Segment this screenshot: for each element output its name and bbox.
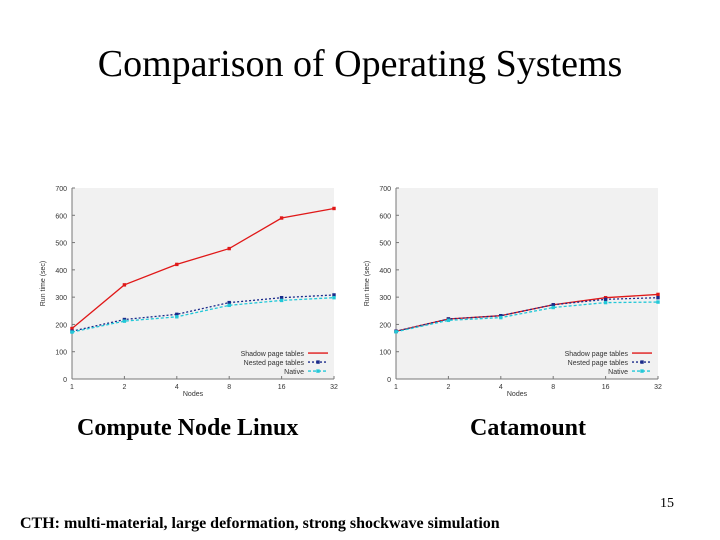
data-point [122, 283, 127, 287]
y-tick-label: 100 [55, 350, 67, 357]
legend-label: Native [608, 369, 628, 376]
data-point [332, 293, 336, 297]
y-tick-label: 500 [55, 241, 67, 248]
legend-marker [640, 360, 644, 364]
x-tick-label: 8 [227, 384, 231, 391]
data-point [656, 295, 660, 300]
data-point [603, 300, 608, 305]
y-tick-label: 300 [379, 295, 391, 302]
x-tick-label: 4 [175, 384, 179, 391]
x-tick-label: 16 [278, 384, 286, 391]
y-tick-label: 400 [379, 268, 391, 275]
series-line [395, 297, 659, 332]
y-tick-label: 700 [55, 186, 67, 193]
y-tick-label: 600 [379, 213, 391, 220]
data-point [175, 315, 179, 319]
legend-label: Nested page tables [244, 360, 305, 367]
series-line [71, 297, 335, 333]
data-point [603, 297, 608, 302]
x-axis-label: Nodes [507, 391, 528, 396]
data-point [70, 326, 74, 331]
data-point [499, 313, 503, 318]
data-point [70, 330, 74, 334]
data-point [227, 303, 231, 308]
x-tick-label: 32 [654, 384, 662, 391]
x-tick-label: 32 [330, 384, 338, 391]
data-point [227, 300, 231, 305]
slide-footer: CTH: multi-material, large deformation, … [20, 515, 500, 532]
data-point [551, 303, 555, 307]
y-tick-label: 600 [55, 213, 67, 220]
x-tick-label: 2 [122, 384, 126, 391]
legend-label: Nested page tables [568, 360, 629, 367]
y-axis-label: Run time (sec) [40, 261, 47, 307]
data-point [332, 206, 336, 211]
y-tick-label: 400 [55, 268, 67, 275]
data-point [175, 312, 179, 317]
y-axis-label: Run time (sec) [364, 261, 371, 307]
data-point [122, 319, 127, 323]
data-point [279, 216, 284, 220]
data-point [394, 330, 398, 334]
data-point [227, 246, 231, 251]
y-tick-label: 0 [387, 377, 391, 384]
y-tick-label: 0 [63, 377, 67, 384]
legend-label: Shadow page tables [565, 351, 629, 358]
legend-label: Shadow page tables [241, 351, 305, 358]
series-line [71, 207, 335, 330]
data-point [551, 305, 555, 310]
data-point [175, 262, 179, 267]
x-tick-label: 16 [602, 384, 610, 391]
series-line [71, 294, 335, 332]
chart-compute-node-linux: 0 100 200 300 400 500 600 700 1 2 4 8 16 32 Nodes Run t… [32, 176, 342, 396]
legend-marker [316, 360, 320, 364]
caption-compute-node-linux: Compute Node Linux [77, 415, 299, 441]
data-point [656, 292, 660, 297]
plot-area [72, 188, 334, 379]
y-tick-label: 100 [379, 350, 391, 357]
data-point [279, 295, 284, 300]
caption-catamount: Catamount [470, 415, 587, 441]
data-point [656, 300, 660, 304]
y-tick-label: 200 [379, 322, 391, 329]
data-point [499, 315, 503, 320]
x-tick-label: 1 [394, 384, 398, 391]
legend-label: Native [284, 369, 304, 376]
x-tick-label: 4 [499, 384, 503, 391]
y-tick-label: 200 [55, 322, 67, 329]
data-point [446, 318, 451, 323]
x-tick-label: 2 [446, 384, 450, 391]
slide-number: 15 [660, 496, 674, 511]
legend-marker [640, 369, 644, 373]
y-tick-label: 500 [379, 241, 391, 248]
data-point [332, 295, 336, 300]
series-line [395, 301, 659, 333]
x-tick-label: 1 [70, 384, 74, 391]
legend-marker [316, 369, 320, 373]
slide-title: Comparison of Operating Systems [97, 43, 623, 85]
x-axis-label: Nodes [183, 391, 204, 396]
chart-catamount: 0 100 200 300 400 500 600 700 1 2 4 8 16 32 Nodes Run t… [356, 176, 666, 396]
x-tick-label: 8 [551, 384, 555, 391]
y-tick-label: 300 [55, 295, 67, 302]
data-point [279, 298, 284, 303]
y-tick-label: 700 [379, 186, 391, 193]
plot-area [396, 188, 658, 379]
